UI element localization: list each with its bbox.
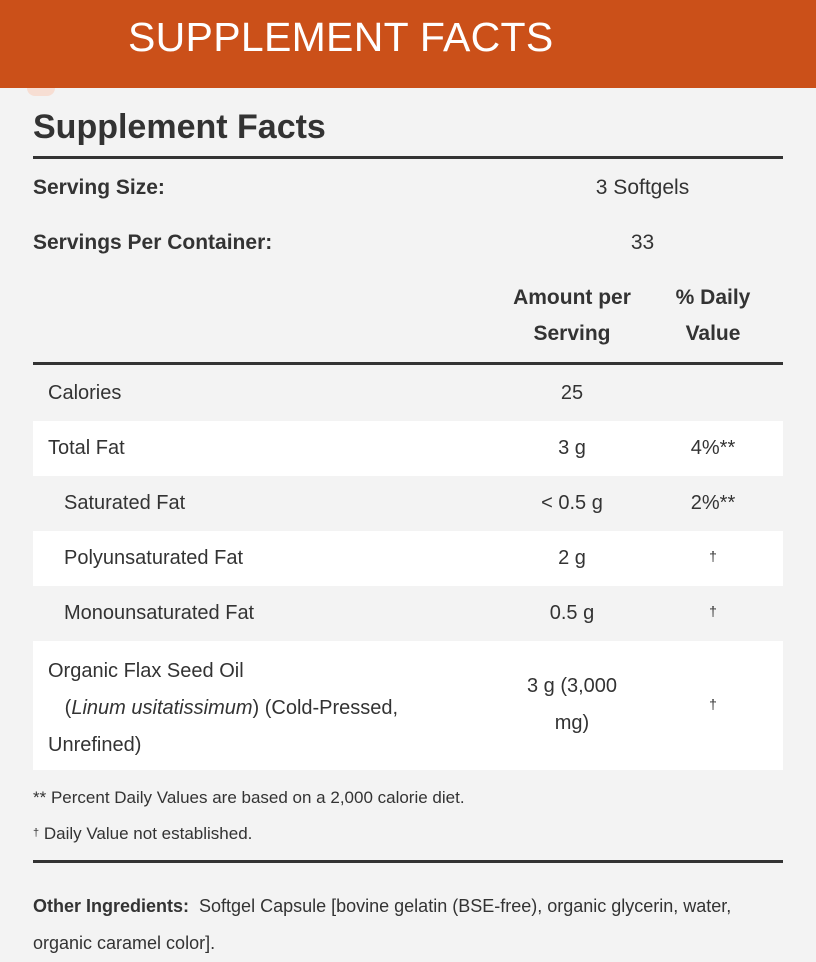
ingredient-amount-line2: mg) [554, 712, 590, 734]
footnote-text: Daily Value not established. [39, 824, 253, 843]
nutrient-daily-value: † [709, 603, 717, 619]
ingredient-amount-line1: 3 g (3,000 [526, 675, 618, 697]
table-row: Saturated Fat < 0.5 g 2%** [33, 476, 783, 531]
footnote-percent-daily-values: ** Percent Daily Values are based on a 2… [33, 788, 465, 807]
nutrient-amount: 25 [560, 382, 584, 404]
nutrient-name: Calories [48, 382, 122, 404]
amount-per-serving-header: Amount per Serving [497, 280, 647, 352]
dagger-mark: † [33, 827, 40, 839]
ingredient-name-line3: Unrefined) [48, 734, 142, 756]
serving-size-label: Serving Size: [33, 176, 165, 199]
facts-title: Supplement Facts [33, 108, 326, 146]
title-rule [33, 156, 783, 159]
ingredient-name: Organic Flax Seed Oil (Linum usitatissim… [48, 653, 468, 764]
amount-header-line2: Serving [533, 322, 611, 345]
nutrient-daily-value: 4%** [690, 437, 736, 459]
ingredient-name-line1: Organic Flax Seed Oil [48, 660, 244, 682]
nutrient-daily-value: † [709, 548, 717, 564]
table-row: Polyunsaturated Fat 2 g † [33, 531, 783, 586]
table-row-flax-seed-oil: Organic Flax Seed Oil (Linum usitatissim… [33, 641, 783, 770]
nutrient-daily-value: 2%** [690, 492, 736, 514]
dv-header-line2: Value [685, 322, 741, 345]
nutrient-amount: < 0.5 g [541, 492, 603, 514]
daily-value-header: % Daily Value [653, 280, 773, 352]
ingredient-name-line2-rest: ) (Cold-Pressed, [252, 697, 399, 719]
nutrient-amount: 2 g [558, 547, 586, 569]
other-ingredients-label: Other Ingredients: [33, 896, 190, 916]
nutrient-name: Polyunsaturated Fat [64, 547, 243, 569]
nutrient-amount: 0.5 g [549, 602, 595, 624]
amount-header-line1: Amount per [513, 286, 631, 309]
latin-name: Linum usitatissimum [71, 697, 253, 719]
nutrient-name: Total Fat [48, 437, 125, 459]
serving-size-value: 3 Softgels [595, 176, 690, 199]
other-ingredients-text: Softgel Capsule [bovine gelatin (BSE-fre… [33, 896, 732, 953]
ingredient-name-line2: (Linum usitatissimum) (Cold-Pressed, [48, 697, 399, 719]
footer-rule [33, 860, 783, 863]
nutrient-daily-value [653, 366, 773, 421]
header-banner: SUPPLEMENT FACTS [0, 0, 816, 88]
nutrient-amount: 3 g [558, 437, 586, 459]
nutrient-name: Monounsaturated Fat [64, 602, 255, 624]
servings-per-container-value: 33 [630, 231, 655, 254]
table-row: Monounsaturated Fat 0.5 g † [33, 586, 783, 641]
servings-per-container-label: Servings Per Container: [33, 231, 273, 254]
table-row: Calories 25 [33, 366, 783, 421]
banner-title: SUPPLEMENT FACTS [128, 14, 554, 60]
ingredient-daily-value: † [709, 696, 717, 712]
nutrient-name: Saturated Fat [64, 492, 186, 514]
table-row: Total Fat 3 g 4%** [33, 421, 783, 476]
dv-header-line1: % Daily [675, 286, 751, 309]
footnote-dv-not-established: † Daily Value not established. [33, 824, 252, 844]
header-rule [33, 362, 783, 365]
banner-accent [27, 88, 55, 96]
ingredient-amount: 3 g (3,000 mg) [507, 668, 637, 742]
other-ingredients: Other Ingredients: Softgel Capsule [bovi… [33, 888, 773, 962]
